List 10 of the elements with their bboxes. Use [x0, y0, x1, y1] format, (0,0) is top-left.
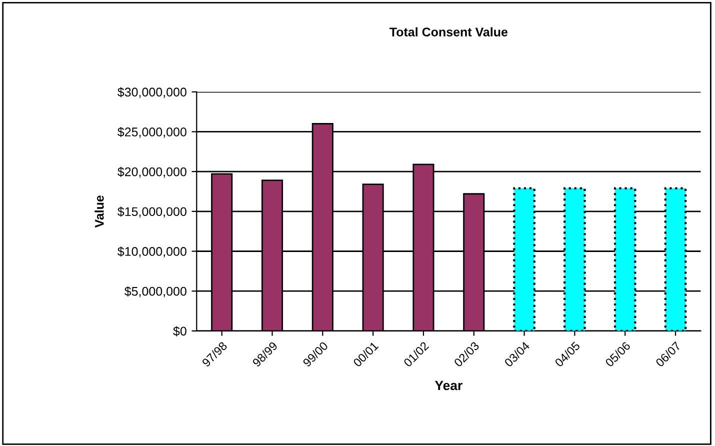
x-axis-title: Year: [434, 380, 462, 390]
y-tick-label: $25,000,000: [118, 126, 186, 138]
y-tick-label: $20,000,000: [118, 166, 186, 178]
y-tick-label: $15,000,000: [118, 206, 186, 218]
y-axis-title: Value: [94, 196, 104, 228]
chart-title: Total Consent Value: [390, 27, 508, 36]
y-tick-label: $10,000,000: [118, 246, 186, 258]
y-tick-label: $0: [173, 326, 186, 336]
y-tick-label: $30,000,000: [118, 87, 186, 98]
y-tick-label: $5,000,000: [124, 286, 186, 298]
